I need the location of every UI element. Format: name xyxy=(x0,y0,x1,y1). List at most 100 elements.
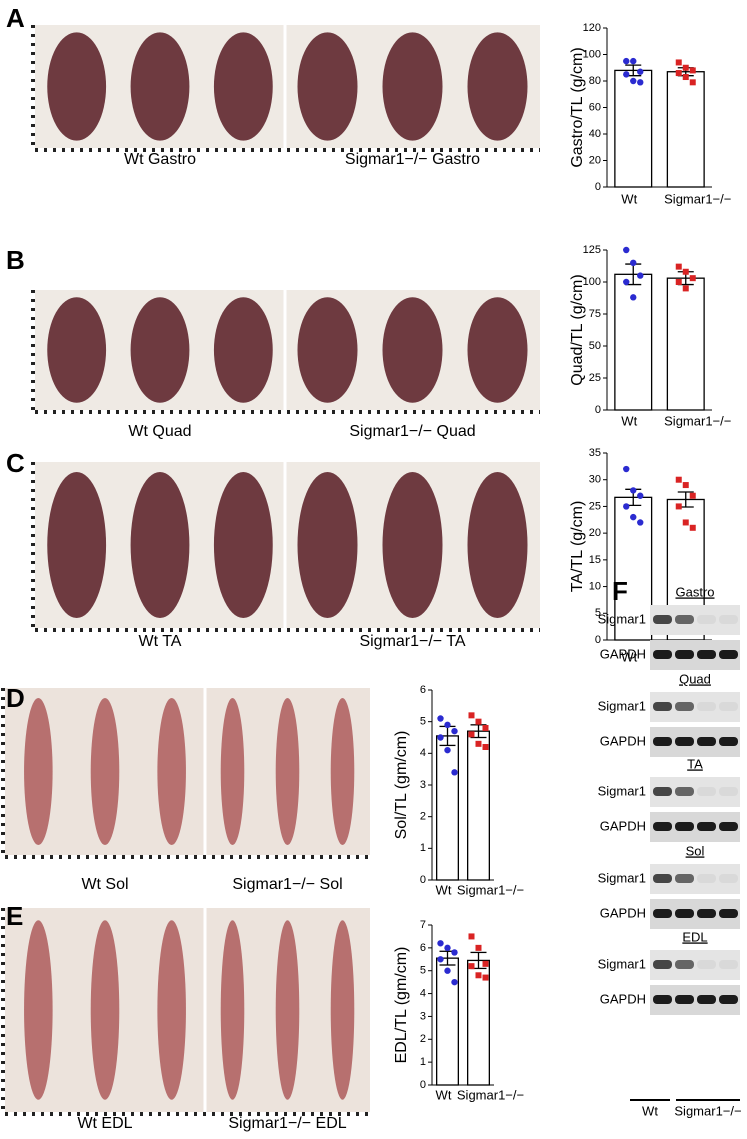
data-point xyxy=(630,77,637,85)
y-tick-label: 120 xyxy=(583,22,601,34)
data-point xyxy=(468,731,475,738)
x-tick-label: Sigmar1−/− xyxy=(457,882,524,897)
y-tick-label: 20 xyxy=(589,527,601,539)
y-tick-label: 5 xyxy=(420,965,426,977)
blot-band xyxy=(653,874,672,883)
data-point xyxy=(468,712,475,719)
data-point xyxy=(675,503,682,510)
muscle xyxy=(130,471,190,619)
muscle xyxy=(467,32,528,141)
data-point xyxy=(482,744,489,750)
photo-caption: Wt Quad xyxy=(128,423,191,440)
blot-band xyxy=(697,787,716,796)
blot-muscle: Quad xyxy=(679,671,711,686)
muscle xyxy=(213,297,273,403)
blot-band xyxy=(653,909,672,918)
blot-row-label: Sigmar1 xyxy=(598,611,646,626)
y-tick-label: 7 xyxy=(420,919,426,931)
photo xyxy=(35,290,540,410)
y-axis-label: EDL/TL (gm/cm) xyxy=(393,947,410,1064)
blot-band xyxy=(697,650,716,659)
y-tick-label: 75 xyxy=(589,308,601,320)
data-point xyxy=(623,503,630,510)
y-tick-label: 10 xyxy=(589,580,601,592)
data-point xyxy=(637,79,644,86)
blot-row-label: Sigmar1 xyxy=(598,698,646,713)
bar xyxy=(614,69,653,188)
y-tick-label: 5 xyxy=(420,716,426,728)
data-point xyxy=(630,57,637,65)
bar xyxy=(435,957,459,1086)
data-point xyxy=(451,727,458,735)
muscle xyxy=(24,698,53,845)
blot-band xyxy=(675,995,694,1004)
blot-muscle: Sol xyxy=(686,843,705,858)
data-point xyxy=(623,278,630,286)
blot-band xyxy=(697,737,716,746)
muscle xyxy=(47,32,107,141)
y-tick-label: 2 xyxy=(420,811,426,823)
panel-letter: C xyxy=(6,448,25,478)
muscle xyxy=(330,698,355,845)
blot-band xyxy=(653,787,672,796)
muscle xyxy=(130,297,190,403)
blot-row-label: GAPDH xyxy=(600,991,646,1006)
muscle xyxy=(157,698,186,845)
x-tick-label: Wt xyxy=(621,649,637,664)
x-tick-label: Wt xyxy=(621,413,637,428)
blot-band xyxy=(675,874,694,883)
data-point xyxy=(437,956,444,963)
muscle xyxy=(47,471,107,619)
y-axis-label: TA/TL (g/cm) xyxy=(569,501,586,593)
data-point xyxy=(675,59,682,66)
blot-band xyxy=(675,960,694,969)
data-point xyxy=(451,978,458,986)
muscle xyxy=(47,297,107,403)
y-tick-label: 35 xyxy=(589,447,601,459)
photo-caption: Sigmar1−/− TA xyxy=(359,633,465,650)
data-point xyxy=(675,70,682,77)
data-point xyxy=(682,482,689,489)
muscle xyxy=(220,698,245,845)
photo-caption: Wt EDL xyxy=(77,1115,132,1132)
data-point xyxy=(623,246,630,254)
y-axis-label: Gastro/TL (g/cm) xyxy=(569,47,586,167)
data-point xyxy=(637,519,644,526)
x-tick-label: Sigmar1−/− xyxy=(664,191,731,206)
data-point xyxy=(689,524,696,531)
data-point xyxy=(437,940,444,947)
blot-band xyxy=(719,650,738,659)
y-tick-label: 0 xyxy=(420,1079,426,1091)
y-tick-label: 0 xyxy=(595,634,601,646)
muscle xyxy=(467,471,528,619)
data-point xyxy=(451,949,458,956)
y-tick-label: 60 xyxy=(589,101,601,113)
data-point xyxy=(475,972,482,979)
bar xyxy=(435,735,459,881)
data-point xyxy=(637,492,644,499)
y-tick-label: 4 xyxy=(420,747,426,759)
photo-caption: Wt Sol xyxy=(81,876,128,893)
y-tick-label: 50 xyxy=(589,340,601,352)
blot-band xyxy=(697,960,716,969)
blot-band xyxy=(697,822,716,831)
blot-band xyxy=(653,650,672,659)
muscle xyxy=(382,297,443,403)
blot-row-label: Sigmar1 xyxy=(598,956,646,971)
blot-band xyxy=(719,737,738,746)
data-point xyxy=(630,294,637,301)
data-point xyxy=(444,944,451,952)
data-point xyxy=(630,513,637,521)
data-point xyxy=(637,68,644,75)
data-point xyxy=(682,519,689,526)
y-tick-label: 100 xyxy=(583,276,601,288)
blot-band xyxy=(653,960,672,969)
blot-band xyxy=(697,874,716,883)
x-tick-label: Sigmar1−/− xyxy=(664,413,731,428)
blot-band xyxy=(719,874,738,883)
data-point xyxy=(475,944,482,951)
data-point xyxy=(623,71,630,78)
photo-caption: Sigmar1−/− EDL xyxy=(228,1115,346,1132)
y-axis-label: Quad/TL (g/cm) xyxy=(569,274,586,385)
